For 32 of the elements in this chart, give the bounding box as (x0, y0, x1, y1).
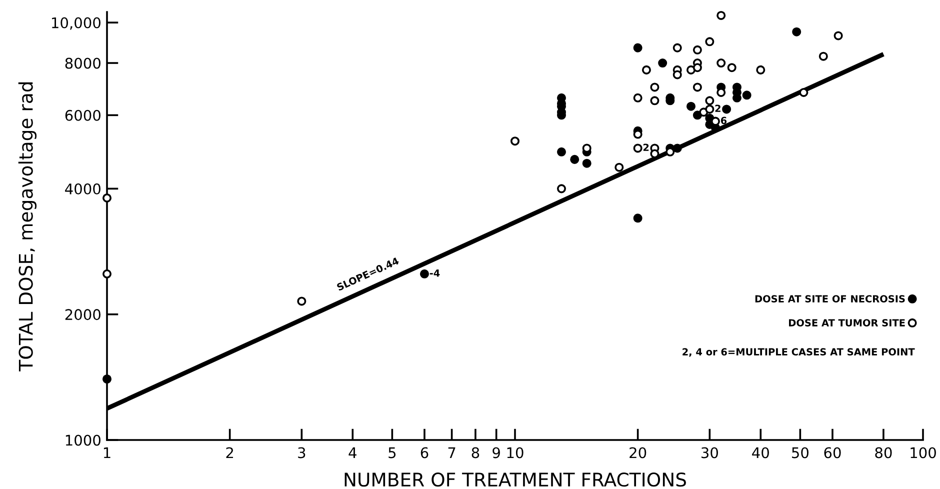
x-tick-label: 30 (702, 447, 718, 458)
y-tick-label: 4000 (65, 183, 100, 194)
x-tick-label: 50 (792, 447, 808, 458)
x-tick-label: 3 (298, 447, 306, 458)
annotation: 2, 4 or 6=MULTIPLE CASES AT SAME POINT (682, 348, 915, 357)
x-tick-label: 9 (492, 447, 500, 458)
x-tick-label: 80 (875, 447, 892, 458)
x-tick-label: 6 (420, 447, 428, 458)
annotation: -4 (430, 269, 440, 277)
x-tick-label: 40 (752, 447, 769, 458)
y-axis-title: TOTAL DOSE, megavoltage rad (18, 82, 37, 372)
y-tick-label: 8000 (65, 58, 100, 69)
y-tick-label: 2000 (65, 309, 100, 320)
annotation: 2 (715, 104, 720, 112)
y-tick-label: 1000 (66, 434, 100, 446)
x-tick-label: 60 (824, 447, 841, 458)
x-tick-label: 20 (630, 447, 646, 458)
legend-label: DOSE AT SITE OF NECROSIS (755, 295, 905, 302)
legend-label: DOSE AT TUMOR SITE (789, 319, 905, 326)
annotation: 2 (643, 144, 649, 151)
x-axis-title: NUMBER OF TREATMENT FRACTIONS (344, 472, 686, 487)
x-tick-label: 1 (104, 447, 110, 458)
x-tick-label: 100 (910, 447, 936, 458)
x-tick-label: 7 (448, 447, 456, 458)
y-tick-label: 10,000 (52, 17, 100, 30)
x-tick-label: 8 (472, 447, 480, 458)
x-tick-label: 10 (507, 447, 524, 458)
x-tick-label: 2 (226, 447, 233, 458)
x-tick-label: 4 (348, 447, 356, 458)
annotation: 6 (720, 116, 727, 124)
x-tick-label: 5 (388, 447, 396, 458)
y-tick-label: 6000 (65, 110, 100, 121)
